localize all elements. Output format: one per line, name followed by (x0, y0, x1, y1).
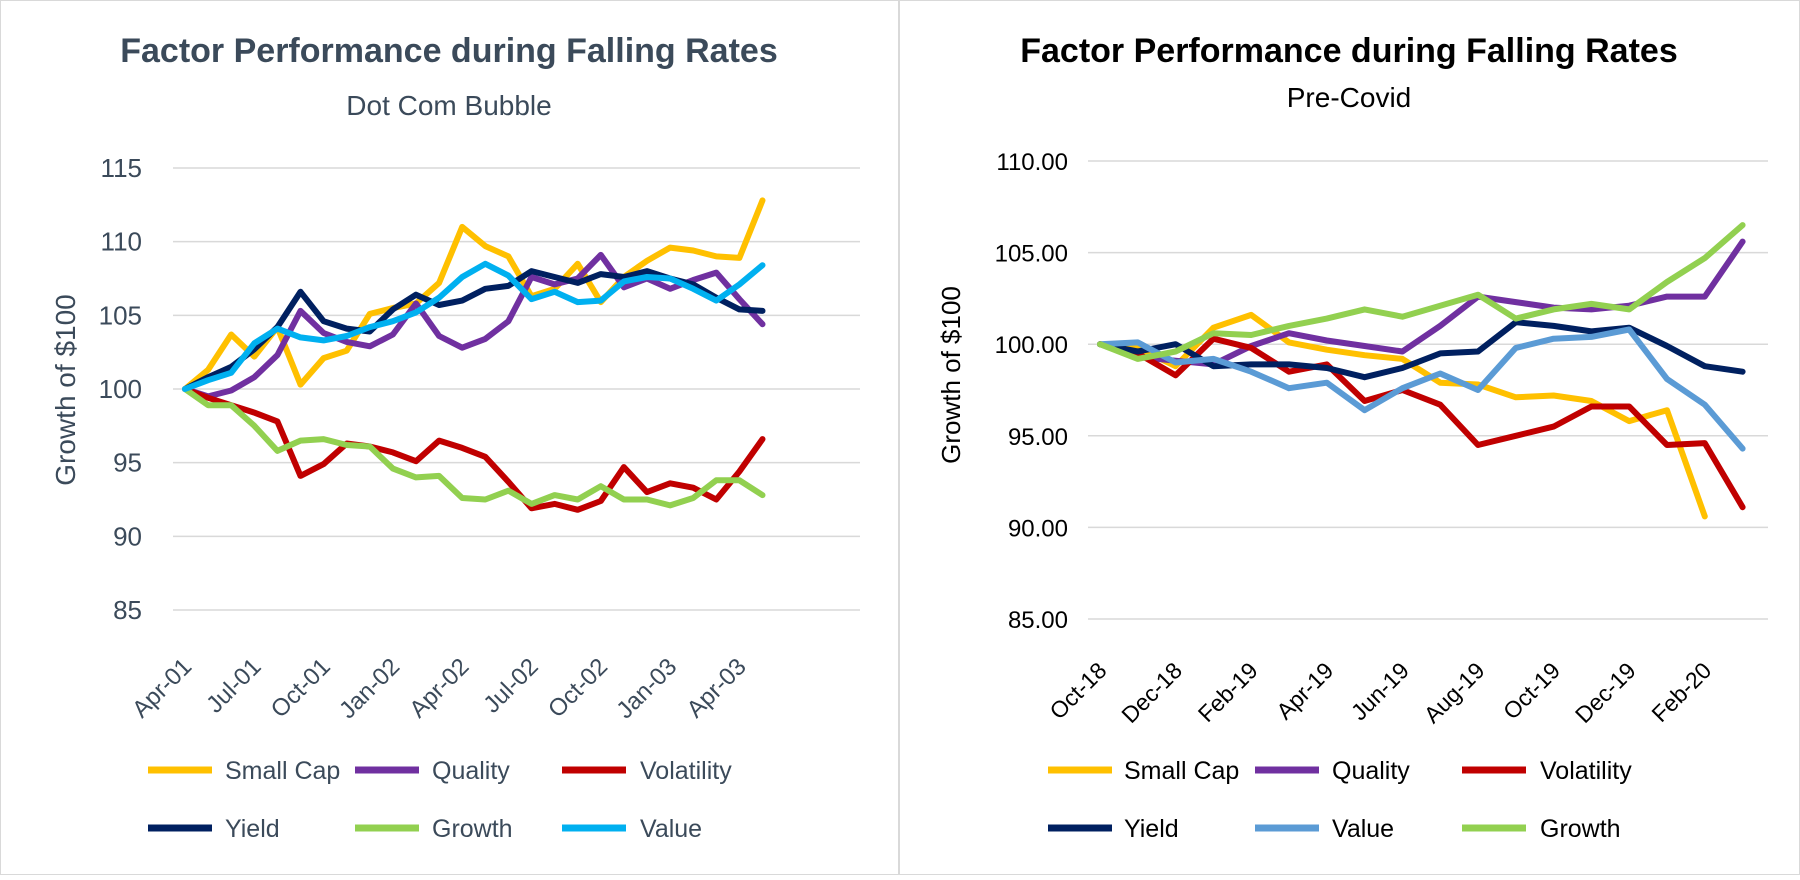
x-tick-label: Jun-19 (1346, 657, 1414, 725)
series-line-value (182, 260, 766, 392)
x-tick-label: Apr-19 (1271, 657, 1338, 724)
chart-dot-com-bubble: Factor Performance during Falling Rates … (50, 32, 860, 843)
legend-label: Value (1332, 815, 1394, 843)
y-tick-label: 90.00 (1008, 515, 1068, 542)
y-tick-label: 95 (113, 448, 142, 478)
y-tick-label: 110 (101, 227, 142, 257)
chart-subtitle: Dot Com Bubble (346, 90, 551, 121)
x-tick-label: Apr-03 (682, 653, 752, 723)
legend-label: Volatility (1540, 757, 1632, 785)
legend-label: Quality (432, 757, 510, 785)
chart-title: Factor Performance during Falling Rates (1020, 32, 1677, 70)
series-line-value (1097, 326, 1746, 452)
y-axis-label: Growth of $100 (50, 294, 81, 485)
y-axis-label: Growth of $100 (936, 286, 966, 464)
x-tick-label: Aug-19 (1419, 657, 1490, 728)
chart-subtitle: Pre-Covid (1287, 82, 1411, 113)
y-tick-label: 100 (99, 374, 142, 404)
x-tick-label: Oct-18 (1044, 657, 1111, 724)
series-line-small-cap (182, 197, 766, 392)
chart-panel-pre-covid: Factor Performance during Falling Rates … (900, 0, 1800, 875)
series-line-growth (182, 386, 766, 509)
series-line-yield (1097, 319, 1746, 381)
legend-label: Value (640, 815, 702, 843)
y-tick-label: 115 (101, 153, 142, 183)
y-tick-label: 105 (99, 300, 142, 330)
legend-label: Yield (225, 815, 280, 843)
x-tick-label: Apr-01 (127, 653, 197, 723)
y-tick-label: 85 (113, 595, 142, 625)
panel-divider (898, 0, 900, 875)
x-tick-label: Dec-19 (1570, 657, 1641, 728)
series-line-volatility (182, 386, 766, 513)
x-tick-label: Apr-02 (404, 653, 474, 723)
x-tick-label: Feb-20 (1646, 657, 1716, 727)
x-tick-label: Oct-19 (1498, 657, 1565, 724)
x-tick-label: Jan-03 (611, 653, 682, 724)
x-tick-label: Feb-19 (1193, 657, 1263, 727)
legend-label: Small Cap (1124, 757, 1239, 785)
legend-label: Yield (1124, 815, 1179, 843)
y-tick-label: 95.00 (1008, 424, 1068, 451)
legend-label: Growth (432, 815, 513, 843)
y-tick-label: 85.00 (1008, 607, 1068, 634)
legend-label: Small Cap (225, 757, 340, 785)
series-line-quality (182, 251, 766, 400)
x-tick-label: Dec-18 (1116, 657, 1187, 728)
x-tick-label: Jul-02 (478, 653, 543, 718)
chart-pre-covid: Factor Performance during Falling Rates … (936, 32, 1768, 843)
y-tick-label: 110.00 (996, 149, 1068, 176)
legend-label: Growth (1540, 815, 1621, 843)
chart-panel-dot-com: Factor Performance during Falling Rates … (0, 0, 898, 875)
x-tick-label: Jan-02 (334, 653, 405, 724)
y-tick-label: 90 (113, 521, 142, 551)
y-tick-label: 105.00 (995, 241, 1068, 268)
chart-title: Factor Performance during Falling Rates (120, 32, 777, 70)
series-line-growth (1097, 222, 1746, 362)
legend-label: Quality (1332, 757, 1410, 785)
legend-label: Volatility (640, 757, 732, 785)
x-tick-label: Oct-02 (543, 653, 613, 723)
x-tick-label: Oct-01 (266, 653, 336, 723)
x-tick-label: Jul-01 (201, 653, 266, 718)
y-tick-label: 100.00 (995, 332, 1068, 359)
series-line-volatility (1097, 335, 1746, 511)
